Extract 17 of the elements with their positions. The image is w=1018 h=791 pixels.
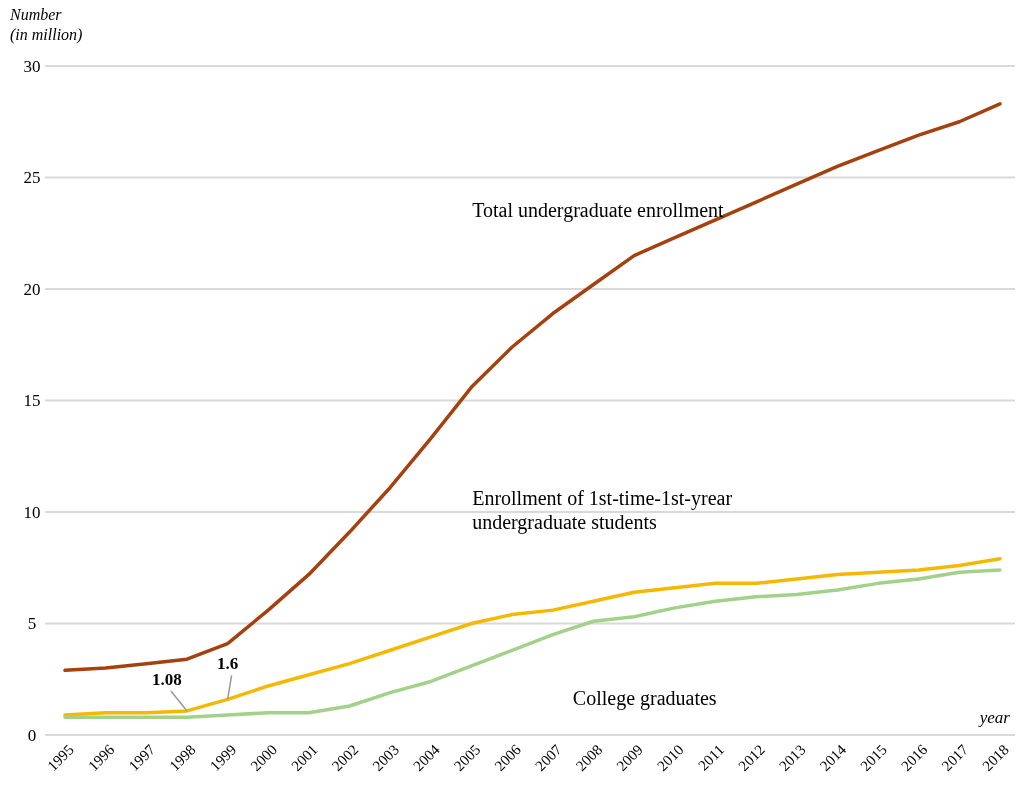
- series-label: Total undergraduate enrollment: [472, 198, 725, 222]
- x-tick-label: 2001: [288, 741, 321, 775]
- y-tick-label: 15: [23, 391, 41, 411]
- text: Enrollment of 1st-time-1st-yrear undergraduate students: [472, 486, 733, 534]
- y-axis-title: Number (in million): [9, 6, 83, 44]
- annotation: 1.6: [216, 654, 239, 674]
- x-axis-title: year: [977, 708, 1011, 727]
- text: College graduates: [572, 686, 717, 710]
- x-tick-label: 2011: [695, 741, 728, 774]
- line-series: [63, 102, 1002, 673]
- y-tick-label: 25: [23, 168, 41, 188]
- y-tick-label: 10: [23, 502, 41, 522]
- y-tick-label: 0: [27, 725, 37, 745]
- y-tick-label: 30: [23, 56, 41, 76]
- y-tick-label: 20: [23, 279, 41, 299]
- y-tick-label: 5: [27, 614, 37, 634]
- annotation: 1.08: [152, 669, 182, 689]
